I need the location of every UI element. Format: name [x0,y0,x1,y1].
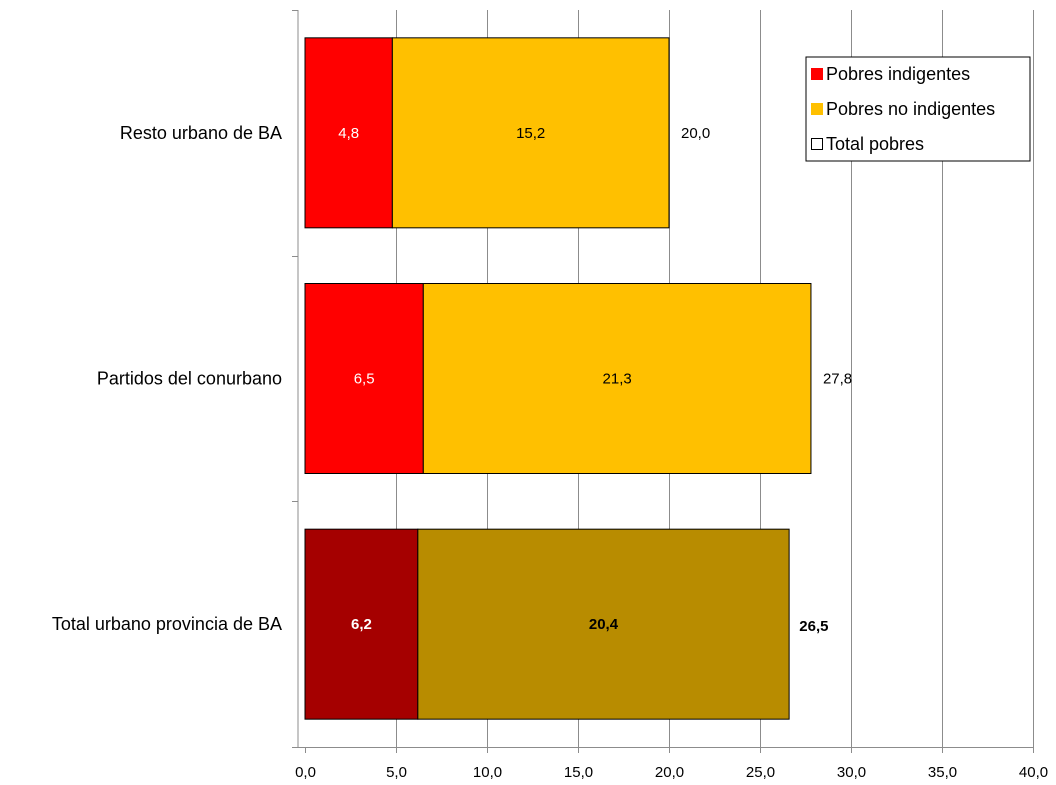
category-label: Partidos del conurbano [97,369,282,389]
data-label: 4,8 [338,125,359,142]
x-tick-label: 20,0 [655,764,684,781]
bars [304,37,812,720]
x-tick-label: 35,0 [928,764,957,781]
x-tick-label: 0,0 [295,764,316,781]
bar-segment-indigentes [304,283,424,474]
data-label: 20,4 [589,616,619,633]
x-tick-label: 40,0 [1019,764,1048,781]
total-label: 27,8 [823,371,852,388]
total-label: 26,5 [799,618,828,635]
legend-swatch-total [811,138,823,150]
bar-segment-no-indigentes [391,37,670,229]
data-label: 6,5 [354,371,375,388]
data-label: 21,3 [603,371,632,388]
legend-label-no-indigentes: Pobres no indigentes [826,99,995,119]
x-tick-label: 30,0 [837,764,866,781]
x-tick-label: 10,0 [473,764,502,781]
data-label: 6,2 [351,616,372,633]
labels: Resto urbano de BA 4,8 15,2 20,0 Partidos de… [52,123,852,635]
legend: Pobres indigentes Pobres no indigentes T… [805,56,1031,162]
legend-swatch-indigentes [811,68,823,80]
total-label: 20,0 [681,125,710,142]
axes: 0,0 5,0 10,0 15,0 20,0 25,0 30,0 35,0 40,0 [292,10,1048,781]
x-tick-label: 5,0 [386,764,407,781]
legend-label-total: Total pobres [826,134,924,154]
legend-swatch-no-indigentes [811,103,823,115]
category-label: Total urbano provincia de BA [52,614,282,634]
x-tick-label: 25,0 [746,764,775,781]
x-tick-label: 15,0 [564,764,593,781]
legend-box [805,56,1031,162]
bar-segment-no-indigentes [422,283,812,474]
legend-label-indigentes: Pobres indigentes [826,64,970,84]
bar-segment-indigentes [304,37,393,229]
bar-segment-no-indigentes [417,528,790,720]
category-label: Resto urbano de BA [120,123,282,143]
data-label: 15,2 [516,125,545,142]
